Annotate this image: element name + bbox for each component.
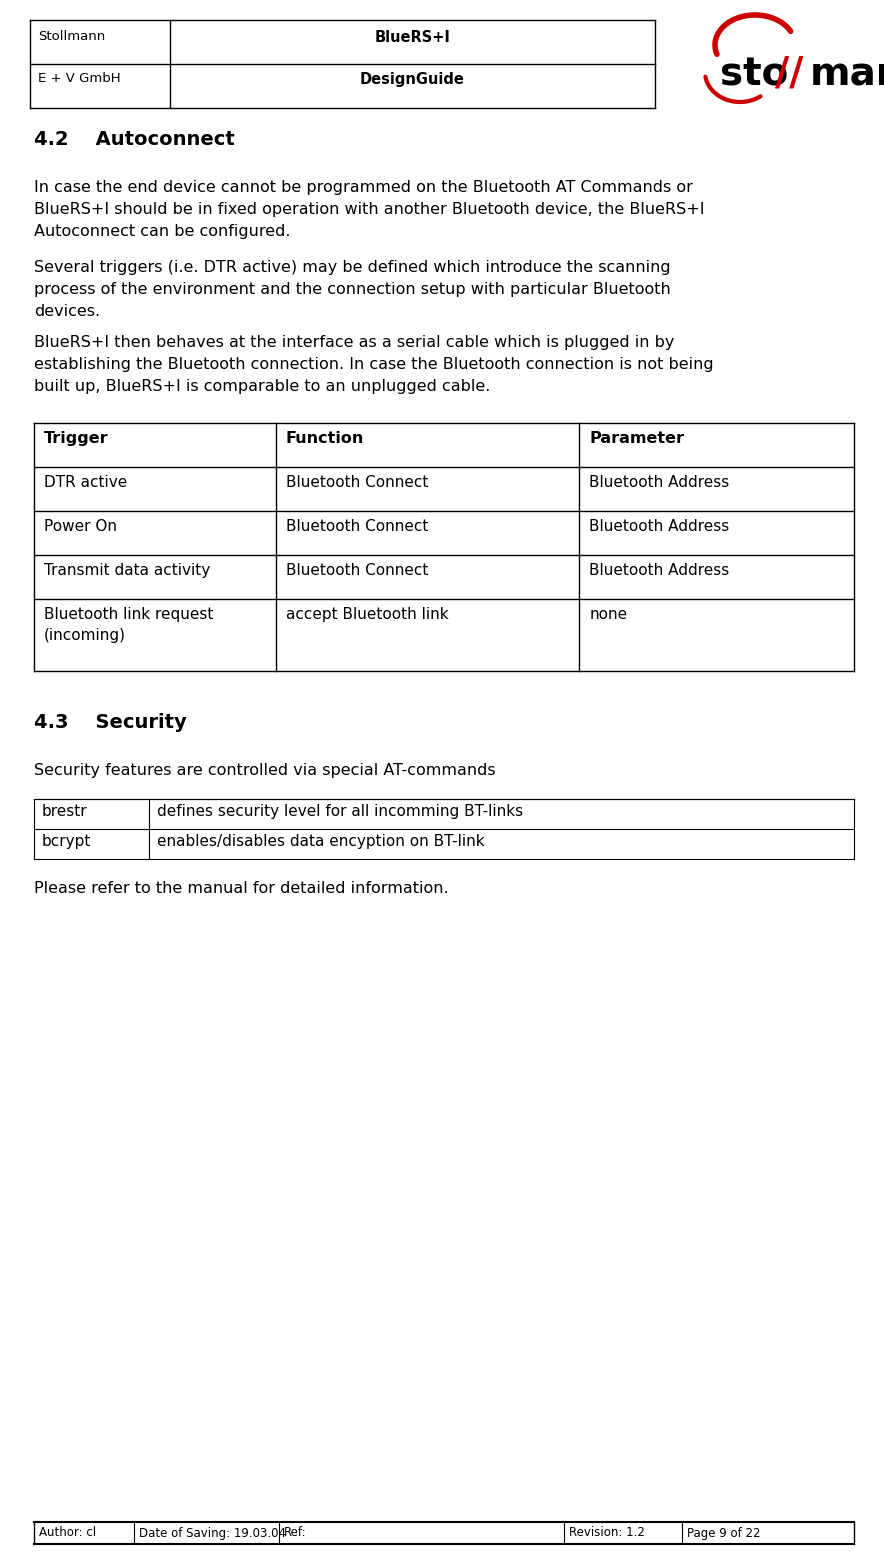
Text: Stollmann: Stollmann bbox=[38, 30, 105, 44]
Text: mann: mann bbox=[810, 55, 884, 94]
Text: brestr: brestr bbox=[42, 803, 88, 819]
Text: Author: cl: Author: cl bbox=[39, 1527, 96, 1540]
Text: enables/disables data encyption on BT-link: enables/disables data encyption on BT-li… bbox=[157, 835, 484, 849]
Text: //: // bbox=[775, 55, 804, 94]
Text: In case the end device cannot be programmed on the Bluetooth AT Commands or
Blue: In case the end device cannot be program… bbox=[34, 179, 705, 239]
Text: Bluetooth Connect: Bluetooth Connect bbox=[286, 474, 428, 490]
Text: Power On: Power On bbox=[44, 519, 117, 534]
Text: DesignGuide: DesignGuide bbox=[360, 72, 465, 87]
Text: DTR active: DTR active bbox=[44, 474, 127, 490]
Text: Ref:: Ref: bbox=[284, 1527, 307, 1540]
Text: 4.3    Security: 4.3 Security bbox=[34, 713, 187, 732]
Text: Date of Saving: 19.03.04: Date of Saving: 19.03.04 bbox=[139, 1527, 286, 1540]
Text: Security features are controlled via special AT-commands: Security features are controlled via spe… bbox=[34, 763, 496, 778]
Text: Bluetooth Connect: Bluetooth Connect bbox=[286, 563, 428, 579]
Text: E + V GmbH: E + V GmbH bbox=[38, 72, 120, 84]
Text: Function: Function bbox=[286, 431, 364, 446]
Text: Parameter: Parameter bbox=[590, 431, 684, 446]
Text: Bluetooth Address: Bluetooth Address bbox=[590, 474, 729, 490]
Text: Bluetooth Address: Bluetooth Address bbox=[590, 563, 729, 579]
Text: Please refer to the manual for detailed information.: Please refer to the manual for detailed … bbox=[34, 881, 448, 895]
Text: Bluetooth Connect: Bluetooth Connect bbox=[286, 519, 428, 534]
Text: accept Bluetooth link: accept Bluetooth link bbox=[286, 607, 448, 622]
Text: bcrypt: bcrypt bbox=[42, 835, 91, 849]
Text: Several triggers (i.e. DTR active) may be defined which introduce the scanning
p: Several triggers (i.e. DTR active) may b… bbox=[34, 261, 671, 320]
Text: Revision: 1.2: Revision: 1.2 bbox=[569, 1527, 644, 1540]
Text: none: none bbox=[590, 607, 628, 622]
Text: 4.2    Autoconnect: 4.2 Autoconnect bbox=[34, 129, 235, 150]
Text: BlueRS+I then behaves at the interface as a serial cable which is plugged in by
: BlueRS+I then behaves at the interface a… bbox=[34, 335, 713, 395]
Text: Bluetooth link request
(incoming): Bluetooth link request (incoming) bbox=[44, 607, 213, 643]
Text: sto: sto bbox=[720, 55, 789, 94]
Text: BlueRS+I: BlueRS+I bbox=[375, 30, 451, 45]
Text: Trigger: Trigger bbox=[44, 431, 109, 446]
Text: Bluetooth Address: Bluetooth Address bbox=[590, 519, 729, 534]
Text: Transmit data activity: Transmit data activity bbox=[44, 563, 210, 579]
Text: defines security level for all incomming BT-links: defines security level for all incomming… bbox=[157, 803, 523, 819]
Text: Page 9 of 22: Page 9 of 22 bbox=[687, 1527, 760, 1540]
